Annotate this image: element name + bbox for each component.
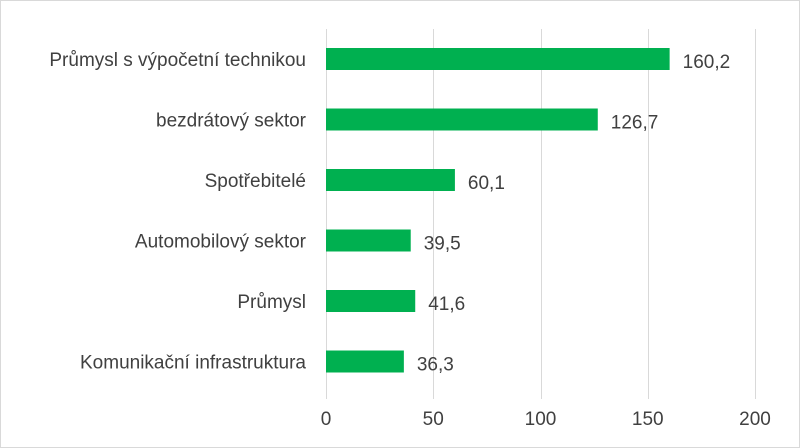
data-label: 36,3 — [417, 355, 454, 376]
bar — [326, 290, 416, 312]
value-labels: 160,2 126,7 60,1 39,5 41,6 36,3 — [417, 52, 730, 376]
category-label: Automobilový sektor — [135, 232, 307, 253]
category-label: Komunikační infrastruktura — [80, 353, 306, 374]
data-label: 160,2 — [683, 52, 731, 73]
x-tick-label: 100 — [525, 409, 557, 430]
data-label: 39,5 — [424, 234, 461, 255]
x-tick-label: 200 — [739, 409, 771, 430]
x-tick-label: 150 — [632, 409, 664, 430]
bar — [326, 229, 411, 252]
x-tick-label: 50 — [423, 409, 444, 430]
category-label: Spotřebitelé — [205, 171, 306, 192]
data-label: 41,6 — [428, 294, 465, 315]
category-labels: Průmysl s výpočetní technikou bezdrátový … — [49, 50, 306, 374]
bar — [326, 48, 670, 70]
bar — [326, 350, 404, 373]
category-label: Průmysl s výpočetní technikou — [49, 50, 306, 71]
gridlines — [326, 29, 756, 399]
x-axis-tick-labels: 0 50 100 150 200 — [321, 409, 771, 430]
x-tick-label: 0 — [321, 409, 332, 430]
bar — [326, 108, 598, 131]
category-label: Průmysl — [237, 292, 306, 313]
bar — [326, 169, 455, 191]
category-label: bezdrátový sektor — [156, 111, 307, 132]
data-label: 60,1 — [468, 173, 505, 194]
data-label: 126,7 — [611, 113, 659, 134]
bars — [326, 48, 670, 373]
